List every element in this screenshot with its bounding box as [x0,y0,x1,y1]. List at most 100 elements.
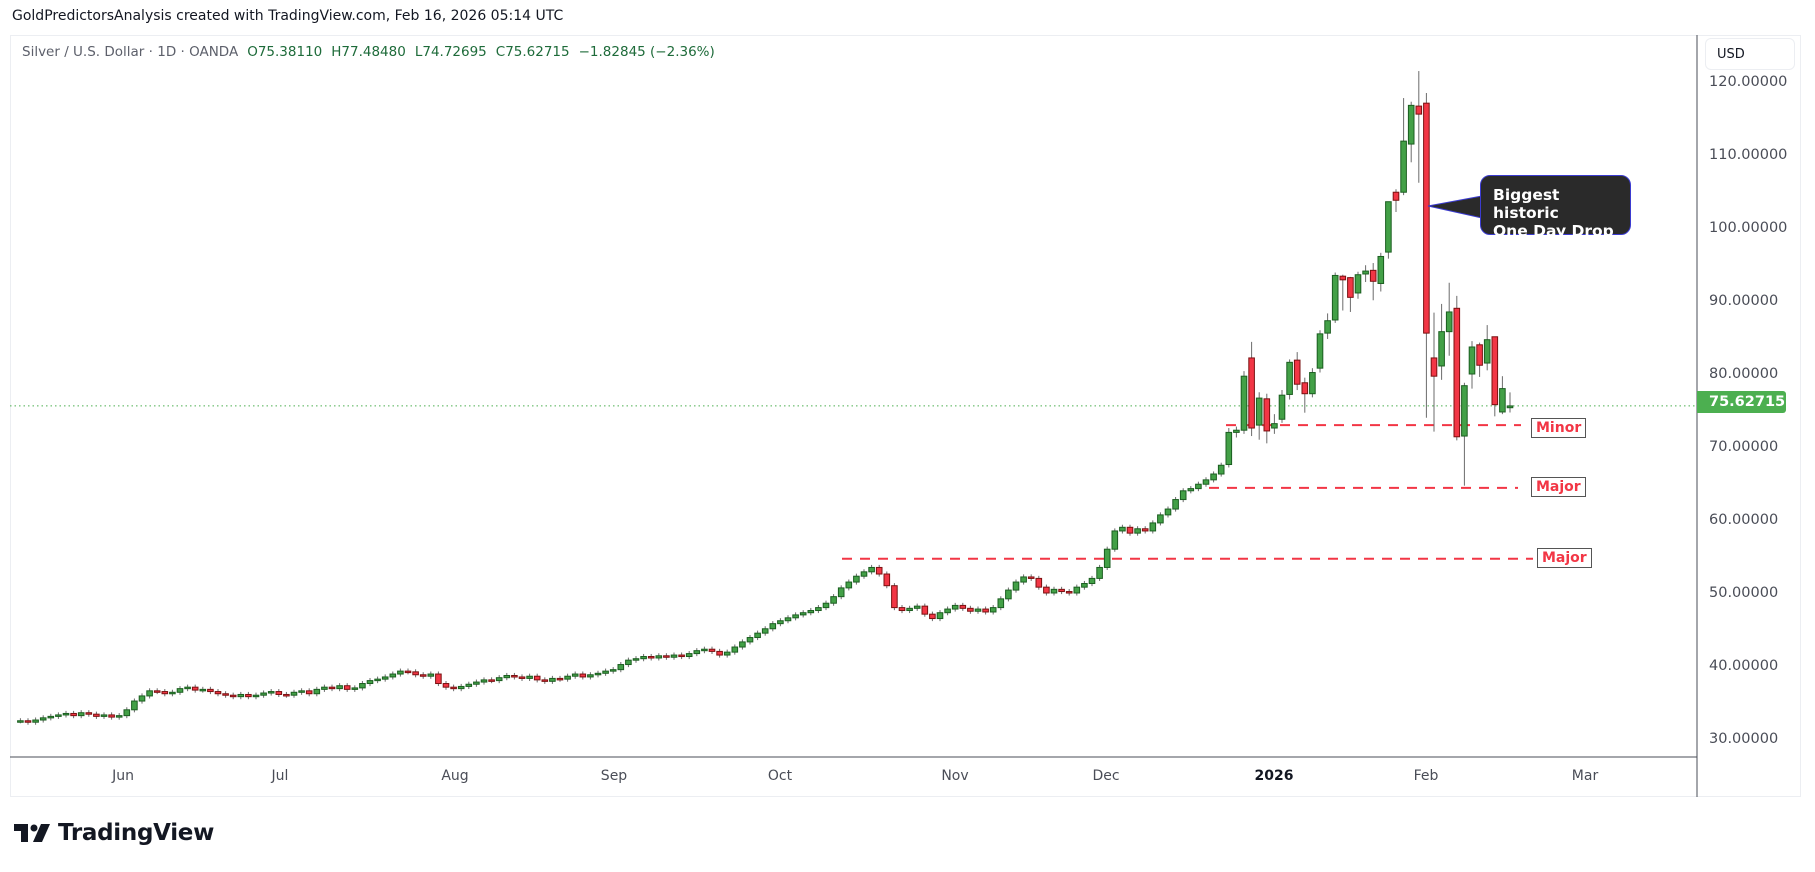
candle [1392,189,1400,212]
candle [1195,481,1202,492]
candle [723,649,731,658]
candle-body-down [678,654,685,658]
candle [1316,330,1324,373]
candle [777,618,784,627]
candle [1263,393,1271,444]
candle-body-down [305,690,313,695]
legend-close: C75.62715 [495,44,570,60]
candle [153,688,161,695]
candle-body-up [526,675,533,679]
candle [1202,477,1210,487]
candle-body-up [313,688,321,695]
candle-body-up [815,607,822,612]
candle-body-down [647,656,655,659]
candle [617,661,625,673]
candle [974,606,982,614]
candle-body-up [359,683,366,689]
candle [290,689,298,698]
candle [1407,101,1415,163]
candle [495,675,503,684]
candle [184,684,191,692]
candle-body-up [1271,423,1278,429]
candle [1468,341,1476,389]
candle [191,684,199,693]
candle [518,674,526,681]
candle [1423,92,1430,418]
candle-body-up [868,566,875,573]
date-tick: 2026 [1254,768,1294,784]
candle [1453,295,1461,441]
candle [1141,526,1149,534]
candle [457,683,465,692]
candle-body-down [207,688,214,693]
candle-body-up [336,685,343,690]
candle-body-up [1309,372,1316,395]
candle [1217,462,1225,477]
candle-body-up [685,653,693,658]
candle-body-down [511,674,518,678]
candle-body-up [351,687,359,690]
date-tick: Oct [767,768,793,784]
candle-body-down [404,670,412,674]
candle [549,675,556,684]
candle-body-down [533,675,541,681]
candle [891,583,898,611]
candle [55,712,62,719]
candle-body-down [1035,577,1043,588]
candle [632,656,640,663]
price-tick: 120.00000 [1709,74,1788,90]
candle [1081,580,1088,590]
candle [1058,586,1065,595]
candle [1354,271,1362,299]
candle [465,681,473,689]
candle [739,639,746,650]
candle-body-up [731,646,739,653]
candle [32,717,39,725]
tradingview-logo-icon [14,824,50,842]
candle [404,668,412,675]
candle-body-down [1339,275,1347,281]
candle-body-up [761,628,769,634]
candle [488,677,495,684]
candle [343,683,351,692]
candle [214,688,222,697]
candle [898,605,906,614]
candle-body-up [1157,514,1164,524]
candle-body-up [693,650,701,655]
date-tick: Feb [1413,768,1439,784]
candle-body-up [1240,375,1248,431]
candle [906,605,913,614]
candle-body-up [723,651,731,656]
currency-button[interactable]: USD [1705,38,1795,70]
candle-body-up [1331,274,1339,321]
candle-body-down [708,648,716,652]
date-tick: Jun [112,768,134,784]
candle-body-down [24,720,32,723]
candle [473,679,480,687]
last-price-label: 75.62715 [1697,391,1786,413]
candle [108,712,115,720]
candle [1240,371,1248,434]
candle-body-up [1354,274,1362,294]
candle-body-down [222,693,229,696]
candle [1233,426,1240,438]
date-tick: Nov [941,768,969,784]
candle-body-up [784,617,792,622]
candle-body-down [1301,382,1309,395]
candle [1187,486,1195,494]
candle-body-up [138,695,146,702]
candle-body-down [883,573,891,587]
candle-body-up [252,694,260,698]
candle [1438,303,1445,380]
candle-body-up [906,607,913,612]
candle-body-up [853,575,860,583]
candle [1377,252,1385,292]
candle [875,564,883,577]
annotation-callout: Biggest historic One Day Drop [1480,175,1631,240]
candle [1491,336,1499,417]
candle-body-down [1476,344,1483,366]
candle-body-down [1423,102,1430,334]
callout-pointer [1427,195,1483,219]
candle [1324,313,1331,339]
